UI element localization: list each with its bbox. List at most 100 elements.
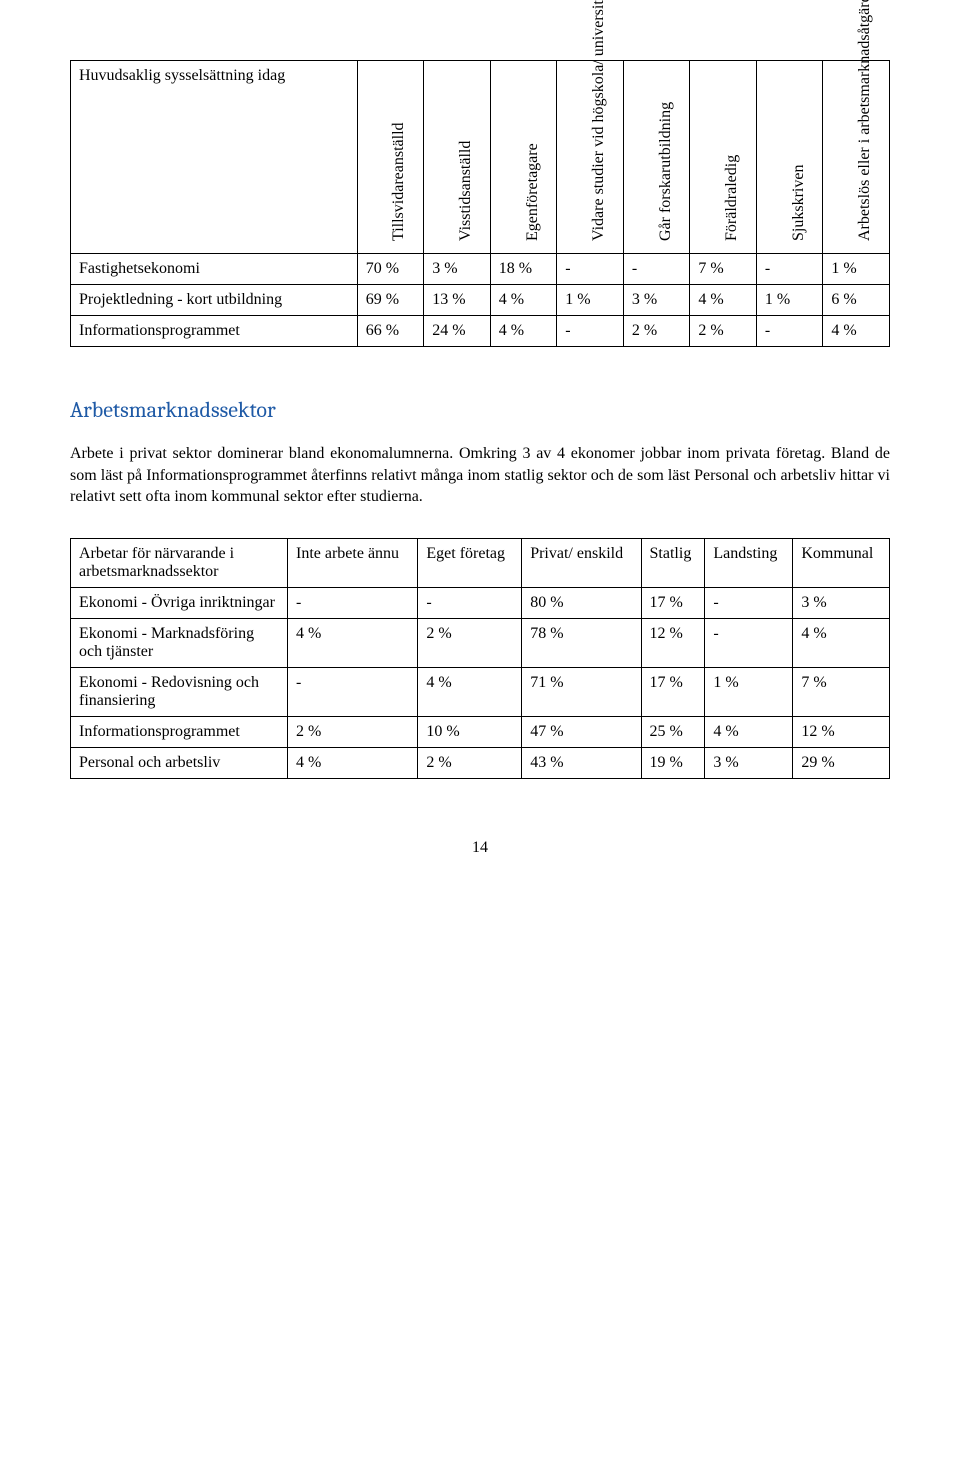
cell: 1 % bbox=[557, 285, 624, 316]
table-row: Fastighetsekonomi70 %3 %18 %--7 %-1 % bbox=[71, 254, 890, 285]
cell: 47 % bbox=[522, 716, 641, 747]
cell: - bbox=[705, 618, 793, 667]
cell: - bbox=[288, 587, 418, 618]
row-label: Ekonomi - Marknadsföring och tjänster bbox=[71, 618, 288, 667]
cell: 2 % bbox=[418, 618, 522, 667]
table-row: Ekonomi - Marknadsföring och tjänster4 %… bbox=[71, 618, 890, 667]
col-header: Visstidsanställd bbox=[424, 61, 491, 254]
cell: 24 % bbox=[424, 316, 491, 347]
cell: 3 % bbox=[705, 747, 793, 778]
row-label: Projektledning - kort utbildning bbox=[71, 285, 358, 316]
sector-table-body: Ekonomi - Övriga inriktningar--80 %17 %-… bbox=[71, 587, 890, 778]
cell: 2 % bbox=[623, 316, 690, 347]
cell: - bbox=[705, 587, 793, 618]
cell: - bbox=[557, 316, 624, 347]
col-header: Arbetslös eller i arbetsmarknadsåtgärd bbox=[823, 61, 890, 254]
cell: 71 % bbox=[522, 667, 641, 716]
cell: 2 % bbox=[418, 747, 522, 778]
cell: 12 % bbox=[641, 618, 705, 667]
col-header: Statlig bbox=[641, 538, 705, 587]
col-header-text: Går forskarutbildning bbox=[657, 61, 675, 241]
cell: 1 % bbox=[756, 285, 823, 316]
cell: - bbox=[557, 254, 624, 285]
col-header: Eget företag bbox=[418, 538, 522, 587]
cell: 17 % bbox=[641, 587, 705, 618]
table-row: Informationsprogrammet2 %10 %47 %25 %4 %… bbox=[71, 716, 890, 747]
col-header: Inte arbete ännu bbox=[288, 538, 418, 587]
row-label: Informationsprogrammet bbox=[71, 316, 358, 347]
table-header-row: Huvudsaklig sysselsättning idag Tillsvid… bbox=[71, 61, 890, 254]
col-header: Vidare studier vid högskola/ universitet bbox=[557, 61, 624, 254]
cell: 2 % bbox=[690, 316, 757, 347]
cell: 70 % bbox=[357, 254, 424, 285]
col-header: Tillsvidareanställd bbox=[357, 61, 424, 254]
cell: 3 % bbox=[623, 285, 690, 316]
section-title: Arbetsmarknadssektor bbox=[70, 397, 890, 423]
cell: 7 % bbox=[690, 254, 757, 285]
cell: 80 % bbox=[522, 587, 641, 618]
col-header-text: Egenföretagare bbox=[524, 61, 542, 241]
cell: - bbox=[418, 587, 522, 618]
cell: 3 % bbox=[793, 587, 890, 618]
col-header-text: Visstidsanställd bbox=[457, 61, 475, 241]
cell: 10 % bbox=[418, 716, 522, 747]
table-row: Projektledning - kort utbildning69 %13 %… bbox=[71, 285, 890, 316]
table-corner-label: Huvudsaklig sysselsättning idag bbox=[71, 61, 358, 254]
row-label: Ekonomi - Övriga inriktningar bbox=[71, 587, 288, 618]
cell: 4 % bbox=[823, 316, 890, 347]
cell: 4 % bbox=[490, 316, 557, 347]
cell: - bbox=[623, 254, 690, 285]
cell: 1 % bbox=[823, 254, 890, 285]
col-header-text: Tillsvidareanställd bbox=[390, 61, 408, 241]
col-header-text: Sjukskriven bbox=[790, 61, 808, 241]
cell: 7 % bbox=[793, 667, 890, 716]
col-header: Går forskarutbildning bbox=[623, 61, 690, 254]
col-header: Egenföretagare bbox=[490, 61, 557, 254]
cell: 4 % bbox=[490, 285, 557, 316]
employment-table-body: Fastighetsekonomi70 %3 %18 %--7 %-1 %Pro… bbox=[71, 254, 890, 347]
col-header: Sjukskriven bbox=[756, 61, 823, 254]
cell: 18 % bbox=[490, 254, 557, 285]
cell: 3 % bbox=[424, 254, 491, 285]
table-row: Informationsprogrammet66 %24 %4 %-2 %2 %… bbox=[71, 316, 890, 347]
sector-table: Arbetar för närvarande i arbetsmarknadss… bbox=[70, 538, 890, 779]
table-header-row: Arbetar för närvarande i arbetsmarknadss… bbox=[71, 538, 890, 587]
col-header-text: Föräldraledig bbox=[723, 61, 741, 241]
cell: 4 % bbox=[288, 618, 418, 667]
table-row: Personal och arbetsliv4 %2 %43 %19 %3 %2… bbox=[71, 747, 890, 778]
cell: 66 % bbox=[357, 316, 424, 347]
cell: 12 % bbox=[793, 716, 890, 747]
col-header-text: Arbetslös eller i arbetsmarknadsåtgärd bbox=[856, 61, 874, 241]
cell: 17 % bbox=[641, 667, 705, 716]
cell: 29 % bbox=[793, 747, 890, 778]
cell: 25 % bbox=[641, 716, 705, 747]
body-paragraph: Arbete i privat sektor dominerar bland e… bbox=[70, 443, 890, 508]
row-label: Informationsprogrammet bbox=[71, 716, 288, 747]
cell: 1 % bbox=[705, 667, 793, 716]
cell: 4 % bbox=[705, 716, 793, 747]
cell: 4 % bbox=[690, 285, 757, 316]
cell: 6 % bbox=[823, 285, 890, 316]
row-label: Fastighetsekonomi bbox=[71, 254, 358, 285]
cell: 2 % bbox=[288, 716, 418, 747]
employment-table: Huvudsaklig sysselsättning idag Tillsvid… bbox=[70, 60, 890, 347]
col-header: Landsting bbox=[705, 538, 793, 587]
cell: 69 % bbox=[357, 285, 424, 316]
row-label: Ekonomi - Redovisning och finansiering bbox=[71, 667, 288, 716]
page-number: 14 bbox=[70, 839, 890, 857]
cell: - bbox=[288, 667, 418, 716]
cell: 4 % bbox=[418, 667, 522, 716]
cell: 43 % bbox=[522, 747, 641, 778]
cell: - bbox=[756, 316, 823, 347]
col-header: Föräldraledig bbox=[690, 61, 757, 254]
col-header: Kommunal bbox=[793, 538, 890, 587]
employment-table-head: Huvudsaklig sysselsättning idag Tillsvid… bbox=[71, 61, 890, 254]
cell: 78 % bbox=[522, 618, 641, 667]
table-row: Ekonomi - Övriga inriktningar--80 %17 %-… bbox=[71, 587, 890, 618]
cell: 4 % bbox=[793, 618, 890, 667]
table-row: Ekonomi - Redovisning och finansiering-4… bbox=[71, 667, 890, 716]
cell: 4 % bbox=[288, 747, 418, 778]
col-header-text: Vidare studier vid högskola/ universitet bbox=[590, 61, 608, 241]
row-label: Personal och arbetsliv bbox=[71, 747, 288, 778]
sector-table-head: Arbetar för närvarande i arbetsmarknadss… bbox=[71, 538, 890, 587]
